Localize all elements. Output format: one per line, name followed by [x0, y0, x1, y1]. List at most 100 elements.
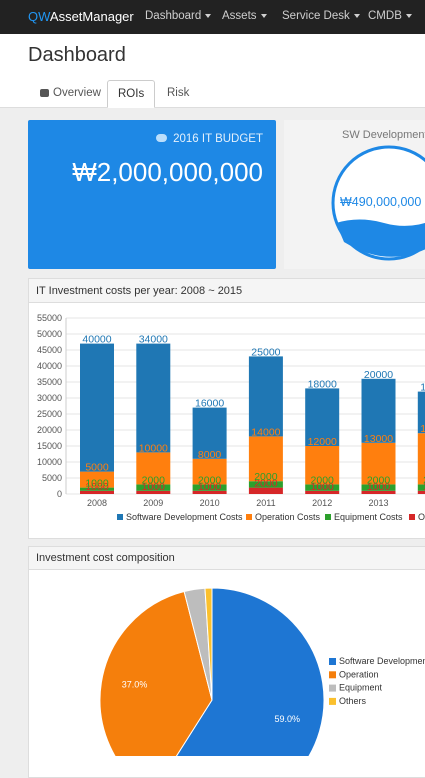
- bar-segment: [417, 484, 425, 491]
- bar-segment: [305, 388, 340, 446]
- bar-segment: [80, 343, 114, 472]
- bar-segment: [361, 378, 396, 443]
- bar-segment: [192, 484, 227, 491]
- bar-segment: [417, 490, 425, 494]
- bar-segment: [136, 490, 171, 494]
- y-tick-label: 25000: [37, 409, 62, 419]
- panel-title: IT Investment costs per year: 2008 ~ 201…: [29, 279, 425, 303]
- value-label: 40000: [82, 334, 111, 346]
- bar-segment: [248, 356, 283, 437]
- legend-label: Equipment Costs: [334, 512, 403, 522]
- charts: 0 5000 10000 15000 20000 25000 30000 35000 40000…: [37, 313, 425, 756]
- bar-segment: [136, 452, 171, 485]
- legend-label: Operation: [339, 669, 379, 679]
- y-tick-label: 15000: [37, 441, 62, 451]
- y-tick-label: 10000: [37, 457, 62, 467]
- x-tick-label: 2010: [200, 498, 220, 508]
- value-label: 8000: [198, 449, 222, 461]
- value-label: 2000: [367, 474, 391, 486]
- slice-label: 37.0%: [122, 680, 148, 690]
- legend-label: Equipment: [339, 683, 383, 693]
- bar-segment: [80, 471, 114, 488]
- brand-name: AssetManager: [49, 9, 134, 24]
- value-label: 25000: [251, 346, 280, 358]
- value-label: 1000: [367, 481, 391, 493]
- value-label: 2000: [423, 474, 425, 486]
- gauge: [331, 145, 425, 261]
- sw-label: SW Development: [342, 129, 425, 141]
- y-tick-label: 45000: [37, 345, 62, 355]
- y-tick-label: 30000: [37, 393, 62, 403]
- tab-label: ROIs: [118, 88, 145, 100]
- value-label: 18000: [308, 378, 337, 390]
- legend-swatch: [246, 514, 252, 520]
- x-tick-label: 2011: [256, 498, 275, 508]
- legend-label: Software Development Costs: [126, 512, 243, 522]
- legend-label: Software Development: [339, 656, 425, 666]
- panel-title: Investment cost composition: [29, 547, 425, 570]
- bar-segment: [248, 487, 283, 494]
- x-tick-label: 2009: [143, 498, 163, 508]
- value-label: 1000: [311, 481, 335, 493]
- brand[interactable]: QWAssetManager: [28, 9, 134, 24]
- value-label: 5000: [85, 462, 109, 474]
- tab[interactable]: Risk: [157, 80, 199, 106]
- legend-swatch: [329, 684, 336, 692]
- value-label: 10000: [139, 442, 168, 454]
- page-title: Dashboard: [28, 44, 126, 66]
- bar-segment: [305, 484, 340, 491]
- value-label: 2000: [254, 471, 278, 483]
- sw-card: SW Development ₩490,000,000: [284, 120, 425, 269]
- tab-label: Overview: [53, 87, 101, 99]
- menu-item[interactable]: Dashboard: [145, 10, 212, 22]
- value-label: 1000: [85, 478, 109, 490]
- tab[interactable]: ROIs: [107, 80, 156, 108]
- x-tick-label: 2008: [87, 498, 107, 508]
- menu-item[interactable]: CMDB: [368, 10, 412, 22]
- pie-slice: [99, 590, 213, 756]
- bar-segment: [417, 391, 425, 434]
- pie-slice: [204, 587, 213, 701]
- tab[interactable]: Overview: [30, 80, 111, 106]
- y-tick-label: 55000: [37, 313, 62, 323]
- value-label: 13000: [420, 382, 425, 394]
- bar-segment: [305, 446, 340, 485]
- y-tick-label: 40000: [37, 361, 62, 371]
- bar-segment: [417, 433, 425, 485]
- bar-segment: [192, 458, 227, 485]
- value-label: 12000: [308, 436, 337, 448]
- menu-label: Dashboard: [145, 10, 202, 22]
- menu-item[interactable]: Assets: [222, 10, 267, 22]
- value-label: 1000: [85, 481, 109, 493]
- menu-label: Service Desk: [282, 10, 350, 22]
- y-tick-label: 35000: [37, 377, 62, 387]
- bar-segment: [361, 442, 396, 485]
- menu-item[interactable]: Service Desk: [282, 10, 360, 22]
- bar-segment: [361, 490, 396, 494]
- tab-icon: [40, 89, 49, 97]
- bar-segment: [80, 487, 114, 491]
- sw-amount: ₩490,000,000: [340, 195, 422, 209]
- legend-label: Others: [418, 512, 425, 522]
- y-tick-label: 5000: [42, 473, 62, 483]
- gauge-fill: [336, 219, 425, 257]
- slice-label: 59.0%: [275, 714, 301, 724]
- bar-segment: [192, 407, 227, 459]
- legend-swatch: [409, 514, 415, 520]
- value-label: 1000: [142, 481, 166, 493]
- bar-segment: [305, 490, 340, 494]
- value-label: 16000: [195, 398, 224, 410]
- brand-prefix: QW: [28, 9, 50, 24]
- menu-label: CMDB: [368, 10, 402, 22]
- value-label: 1000: [198, 481, 222, 493]
- legend-swatch: [329, 671, 336, 679]
- y-tick-label: 0: [57, 489, 62, 499]
- caret: [260, 13, 267, 18]
- value-label: 2000: [254, 478, 278, 490]
- x-tick-label: 2012: [312, 498, 332, 508]
- legend-swatch: [329, 697, 336, 705]
- bar-segment: [136, 343, 171, 453]
- budget-label-row: 2016 IT BUDGET: [156, 133, 263, 145]
- bar-segment: [80, 490, 114, 494]
